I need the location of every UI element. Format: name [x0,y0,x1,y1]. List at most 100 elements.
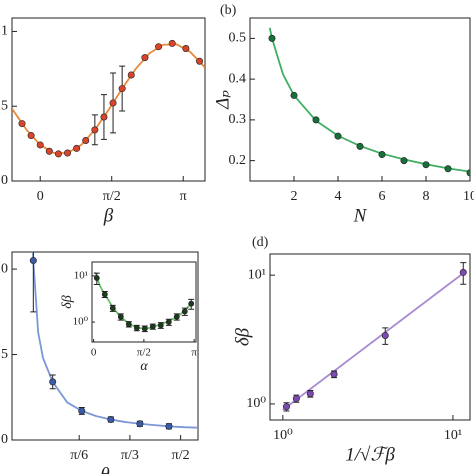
x-tick-label: 0 [91,347,97,359]
y-tick-label: 0 [1,432,8,447]
axes-box [249,17,471,182]
panel: 0 π/2 π 10⁰ 10¹ α δβ [60,261,197,374]
x-tick-label: π/6 [70,448,88,463]
data-point [82,136,90,144]
panel: 0 π/2 π 0 0.5 1 β [0,17,206,226]
y-axis-label: Δₚ [212,90,233,110]
data-point [64,149,72,157]
data-point [125,321,132,328]
fit-curve [282,270,467,411]
data-point [282,403,290,411]
data-point [109,305,116,312]
data-point [93,275,100,281]
data-point [422,161,430,169]
y-axis-label: δβ [60,295,75,309]
data-point [330,370,338,378]
y-tick-label: 5 [1,347,8,362]
y-tick-label: 10 [0,261,8,276]
data-point [73,144,81,152]
data-point [109,99,117,107]
data-point [27,132,35,140]
x-tick-label: 4 [335,189,342,204]
data-point [100,113,108,121]
plot-area [268,27,470,177]
data-point [133,324,140,331]
data-point [381,331,389,339]
data-point [181,308,188,315]
data-point [107,415,115,423]
x-tick-label: π/2 [172,448,190,463]
data-point [101,291,108,298]
x-axis-label: β [103,205,114,226]
x-tick-label: 8 [423,189,430,204]
data-point [165,319,172,325]
data-point [444,165,452,173]
data-point [168,39,176,47]
data-point [36,141,44,149]
data-point [306,390,314,398]
data-point [118,85,126,93]
y-tick-label: 0.5 [0,98,8,113]
data-point [334,132,342,140]
data-point [141,54,149,62]
x-tick-label: 0 [37,189,44,204]
x-axis-label: 1/√ℱβ [345,444,395,465]
data-point [157,322,164,329]
x-tick-label: π/2 [137,347,151,359]
y-tick-label: 0.2 [229,153,247,168]
x-tick-label: 6 [379,189,386,204]
x-tick-label: π [180,189,187,204]
y-tick-label: 10⁰ [246,396,266,411]
x-tick-label: π/3 [121,448,139,463]
data-point [149,323,156,330]
panel-label: (d) [252,235,269,250]
data-point [117,313,124,320]
data-point [127,71,135,79]
data-point [400,157,408,165]
y-axis-label: δβ [232,327,253,346]
plot-area [29,252,198,430]
x-axis-label: θ [100,464,109,474]
data-point [292,395,300,403]
y-tick-label: 0 [1,173,8,188]
y-tick-label: 0.5 [229,31,247,46]
x-tick-label: π/2 [103,189,121,204]
axes-box [269,253,471,421]
data-point [196,57,204,65]
data-point [91,126,99,134]
y-tick-label: 10¹ [74,269,88,281]
data-point [268,34,276,42]
panel: 10⁰ 10¹ 10⁰ 10¹ 1/√ℱβ δβ (d) [232,235,471,465]
plot-area [282,262,467,412]
y-tick-label: 0.4 [229,71,247,86]
data-point [141,325,148,332]
data-point [356,142,364,150]
fit-curve [268,27,470,173]
data-point [165,422,173,430]
data-point [188,300,195,307]
data-point [29,257,37,265]
data-point [49,378,57,386]
plot-area [93,271,195,333]
data-point [466,169,470,177]
data-point [173,313,180,320]
x-axis-label: N [353,205,368,226]
data-point [136,420,144,428]
panel: 2 4 6 8 10 0.2 0.3 0.4 0.5 N Δₚ (b) [212,3,474,226]
data-point [45,147,53,155]
data-point [378,151,386,159]
data-point [290,91,298,99]
data-point [312,116,320,124]
data-point [182,45,190,53]
fit-curve [32,252,198,429]
plot-area [12,39,205,158]
y-tick-label: 0.3 [229,112,247,127]
panel-label: (b) [220,3,237,18]
axes-box [11,17,206,182]
x-tick-label: π [191,347,197,359]
data-point [459,268,467,276]
x-axis-label: α [140,359,148,374]
x-tick-label: 10⁰ [273,428,293,443]
x-tick-label: 2 [291,189,298,204]
